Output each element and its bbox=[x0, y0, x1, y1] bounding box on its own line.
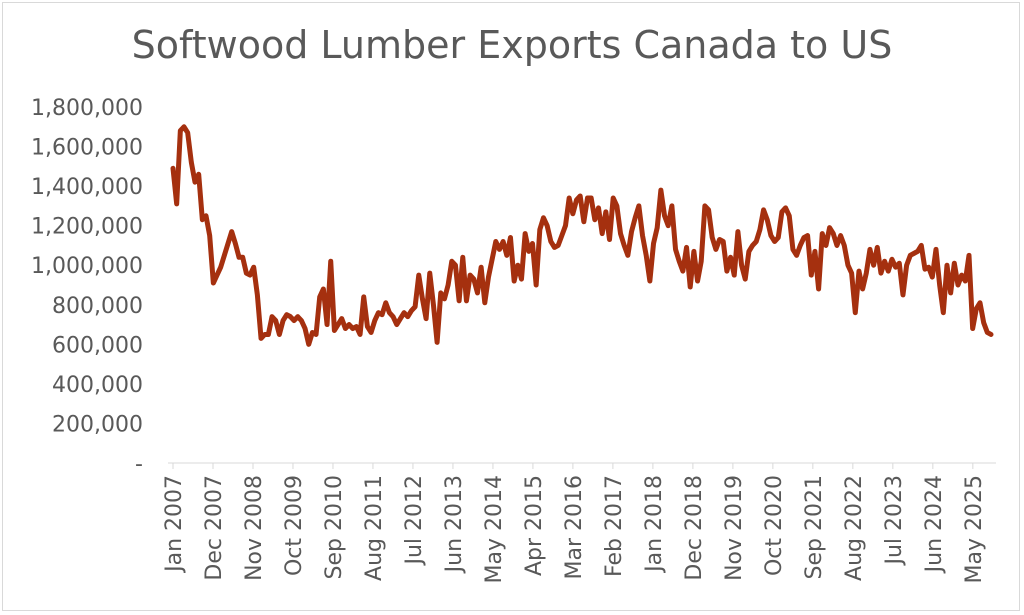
x-tick-label: Oct 2020 bbox=[762, 475, 787, 576]
x-tick-label: May 2014 bbox=[482, 475, 507, 583]
x-tick-label: Nov 2008 bbox=[242, 475, 267, 581]
y-tick-label: 1,600,000 bbox=[31, 136, 143, 161]
y-tick-label: 800,000 bbox=[52, 294, 143, 319]
line-chart: - 200,000 400,000 600,000 800,000 1,000,000 1,… bbox=[31, 96, 996, 583]
x-tick-label: Feb 2017 bbox=[602, 475, 627, 577]
x-tick-label: Sep 2010 bbox=[322, 475, 347, 579]
x-tick-label: Oct 2009 bbox=[282, 475, 307, 576]
y-tick-label: 1,000,000 bbox=[31, 254, 143, 279]
x-tick-label: Sep 2021 bbox=[802, 475, 827, 579]
x-tick-label: Apr 2015 bbox=[522, 475, 547, 576]
y-tick-label: - bbox=[135, 452, 143, 477]
x-tick-label: May 2025 bbox=[962, 475, 987, 583]
x-axis-labels: Jan 2007 Dec 2007 Nov 2008 Oct 2009 Sep 2010… bbox=[162, 475, 987, 583]
y-axis-labels: - 200,000 400,000 600,000 800,000 1,000,000 1,… bbox=[31, 96, 143, 477]
x-axis-ticks bbox=[172, 463, 974, 469]
y-tick-label: 1,400,000 bbox=[31, 175, 143, 200]
x-tick-label: Jul 2023 bbox=[882, 475, 907, 567]
x-tick-label: Jan 2007 bbox=[162, 475, 187, 574]
y-tick-label: 1,200,000 bbox=[31, 215, 143, 240]
x-tick-label: Aug 2022 bbox=[842, 475, 867, 581]
y-tick-label: 400,000 bbox=[52, 373, 143, 398]
x-tick-label: Nov 2019 bbox=[722, 475, 747, 581]
x-tick-label: Jan 2018 bbox=[642, 475, 667, 574]
x-tick-label: Jun 2013 bbox=[442, 475, 467, 574]
series-line bbox=[170, 124, 994, 347]
x-tick-label: Dec 2018 bbox=[682, 475, 707, 581]
x-tick-label: Mar 2016 bbox=[562, 475, 587, 580]
y-tick-label: 200,000 bbox=[52, 412, 143, 437]
y-tick-label: 1,800,000 bbox=[31, 96, 143, 121]
x-tick-label: Jun 2024 bbox=[922, 475, 947, 574]
x-tick-label: Jul 2012 bbox=[402, 475, 427, 567]
x-tick-label: Dec 2007 bbox=[202, 475, 227, 581]
x-tick-label: Aug 2011 bbox=[362, 475, 387, 581]
chart-title: Softwood Lumber Exports Canada to US bbox=[131, 23, 893, 67]
y-tick-label: 600,000 bbox=[52, 333, 143, 358]
